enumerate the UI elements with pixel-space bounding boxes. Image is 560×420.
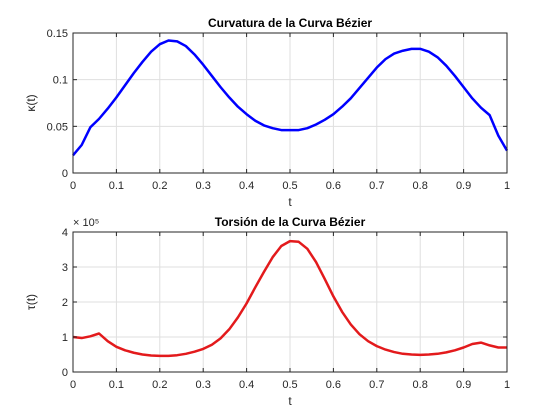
curvature-title: Curvatura de la Curva Bézier: [208, 16, 372, 30]
torsion-x-tick-label: 0: [70, 379, 76, 391]
torsion-ticks: 0 0.1 0.2 0.3 0.4 0.5 0.6 0.7 0.8 0.9 1 0 1 2 3 4: [62, 227, 510, 391]
torsion-exponent-label: × 10⁵: [73, 217, 99, 229]
curvature-ticks: 0 0.1 0.2 0.3 0.4 0.5 0.6 0.7 0.8 0.9 1 0 0.05 0.1 0.1…: [47, 28, 510, 192]
curvature-axes: 0 0.1 0.2 0.3 0.4 0.5 0.6 0.7 0.8 0.9 1 0 0.05 0.1 0.1…: [24, 16, 510, 209]
curvature-y-tick-label: 0.15: [47, 28, 68, 40]
torsion-title: Torsión de la Curva Bézier: [215, 215, 366, 229]
torsion-x-tick-label: 0.6: [326, 379, 341, 391]
curvature-x-tick-label: 0.8: [413, 180, 428, 192]
curvature-x-tick-label: 0.9: [456, 180, 471, 192]
torsion-y-tick-label: 4: [62, 227, 68, 239]
torsion-axes: 0 0.1 0.2 0.3 0.4 0.5 0.6 0.7 0.8 0.9 1 0 1 2 3 4 Torsi…: [24, 215, 510, 408]
torsion-line: [72, 239, 507, 358]
curvature-y-axis-label: κ(t): [24, 94, 38, 111]
curvature-x-tick-label: 0.3: [196, 180, 211, 192]
torsion-x-tick-label: 1: [504, 379, 510, 391]
curvature-y-tick-label: 0.1: [53, 75, 68, 87]
curvature-x-tick-label: 0.2: [152, 180, 167, 192]
torsion-x-tick-label: 0.2: [152, 379, 167, 391]
curvature-y-tick-label: 0.05: [47, 121, 68, 133]
torsion-x-tick-label: 0.3: [196, 379, 211, 391]
torsion-y-tick-label: 1: [62, 332, 68, 344]
torsion-x-tick-label: 0.1: [109, 379, 124, 391]
torsion-x-tick-label: 0.4: [239, 379, 254, 391]
torsion-x-tick-label: 0.5: [282, 379, 297, 391]
torsion-x-axis-label: t: [288, 394, 292, 408]
curvature-x-tick-label: 1: [504, 180, 510, 192]
curvature-x-tick-label: 0.5: [282, 180, 297, 192]
curvature-x-tick-label: 0: [70, 180, 76, 192]
curvature-x-tick-label: 0.1: [109, 180, 124, 192]
curvature-x-tick-label: 0.7: [369, 180, 384, 192]
torsion-y-axis-label: τ(t): [24, 294, 38, 310]
curvature-line: [72, 39, 509, 157]
torsion-x-tick-label: 0.7: [369, 379, 384, 391]
curvature-x-tick-label: 0.6: [326, 180, 341, 192]
torsion-x-tick-label: 0.8: [413, 379, 428, 391]
torsion-x-tick-label: 0.9: [456, 379, 471, 391]
torsion-y-tick-label: 0: [62, 367, 68, 379]
curvature-x-axis-label: t: [288, 195, 292, 209]
torsion-y-tick-label: 3: [62, 262, 68, 274]
torsion-y-tick-label: 2: [62, 297, 68, 309]
curvature-x-tick-label: 0.4: [239, 180, 254, 192]
curvature-y-tick-label: 0: [62, 168, 68, 180]
